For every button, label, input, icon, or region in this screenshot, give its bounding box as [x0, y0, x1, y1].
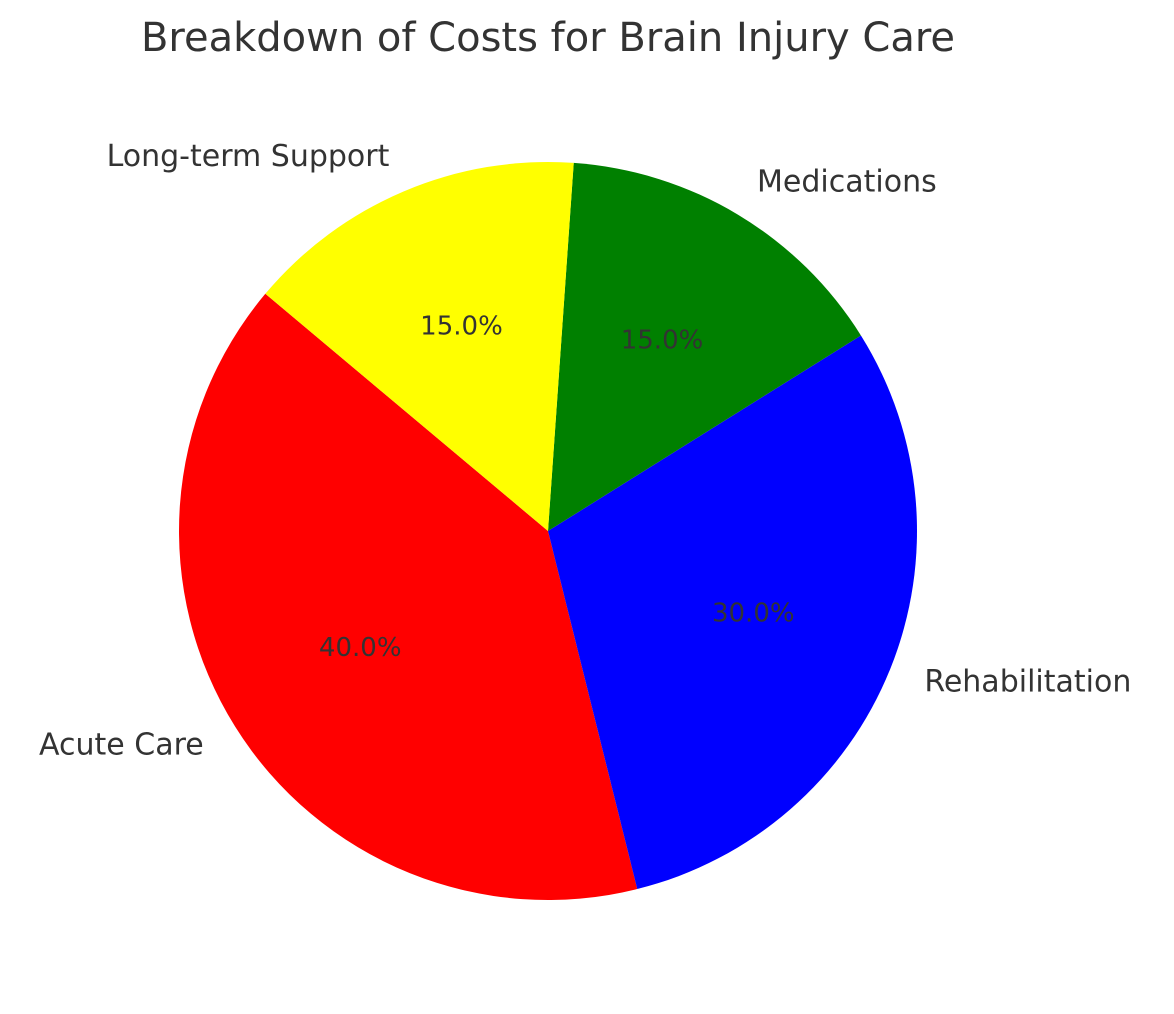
slice-label: Rehabilitation: [924, 665, 1131, 700]
percent-label: 40.0%: [319, 633, 402, 663]
pie-slice: [265, 161, 574, 531]
slice-label: Long-term Support: [107, 139, 390, 174]
pie-slice: [178, 293, 638, 901]
pie-slice: [548, 335, 918, 890]
percent-label: 15.0%: [621, 326, 704, 356]
slice-label: Medications: [757, 165, 937, 200]
chart-title: Breakdown of Costs for Brain Injury Care: [141, 15, 955, 61]
slice-label: Acute Care: [39, 728, 204, 763]
percent-label: 15.0%: [420, 312, 503, 342]
pie-slice: [548, 162, 861, 531]
percent-label: 30.0%: [712, 598, 795, 628]
